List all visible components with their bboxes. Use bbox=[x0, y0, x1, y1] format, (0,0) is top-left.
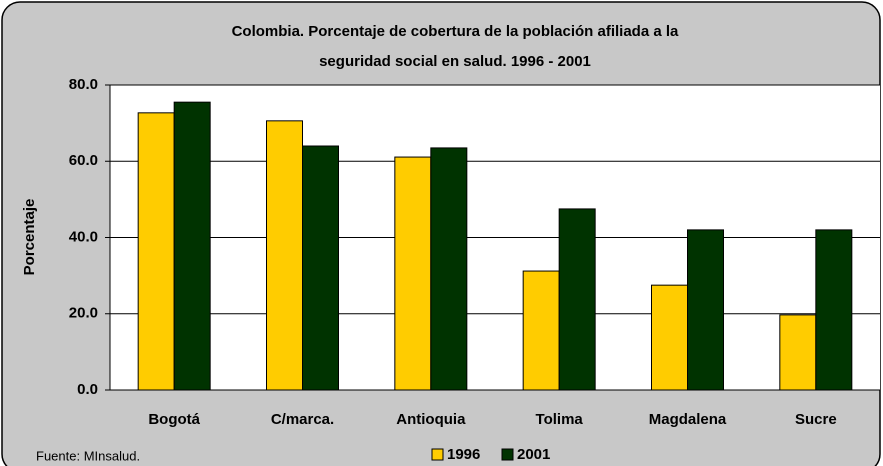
x-tick-label: Antioquia bbox=[396, 411, 466, 428]
bar bbox=[651, 284, 688, 391]
legend-label: 1996 bbox=[447, 446, 480, 463]
bar bbox=[779, 314, 817, 391]
legend-swatch bbox=[501, 448, 514, 461]
bar bbox=[266, 120, 303, 391]
bar bbox=[137, 112, 175, 391]
bar bbox=[394, 156, 432, 391]
legend-label: 2001 bbox=[517, 446, 550, 463]
y-tick-label: 80.0 bbox=[69, 76, 98, 93]
x-tick-label: Tolima bbox=[536, 411, 584, 428]
bar bbox=[302, 145, 339, 391]
x-tick-label: Sucre bbox=[795, 411, 837, 428]
x-tick-label: Bogotá bbox=[148, 411, 200, 428]
y-tick-label: 0.0 bbox=[77, 381, 98, 398]
y-tick-label: 20.0 bbox=[69, 305, 98, 322]
bar bbox=[558, 208, 596, 391]
y-tick-label: 40.0 bbox=[69, 228, 98, 245]
bar bbox=[815, 229, 853, 391]
bar bbox=[522, 270, 560, 391]
legend-swatch bbox=[431, 448, 444, 461]
chart-title: seguridad social en salud. 1996 - 2001 bbox=[319, 53, 591, 70]
source-note: Fuente: MInsalud. bbox=[36, 448, 140, 463]
chart-title: Colombia. Porcentaje de cobertura de la … bbox=[232, 23, 679, 40]
bar bbox=[430, 147, 468, 391]
y-tick-label: 60.0 bbox=[69, 152, 98, 169]
bar bbox=[687, 229, 724, 391]
x-tick-label: C/marca. bbox=[271, 411, 334, 428]
x-tick-label: Magdalena bbox=[649, 411, 727, 428]
bar bbox=[173, 101, 211, 391]
y-axis-label: Porcentaje bbox=[21, 199, 38, 276]
